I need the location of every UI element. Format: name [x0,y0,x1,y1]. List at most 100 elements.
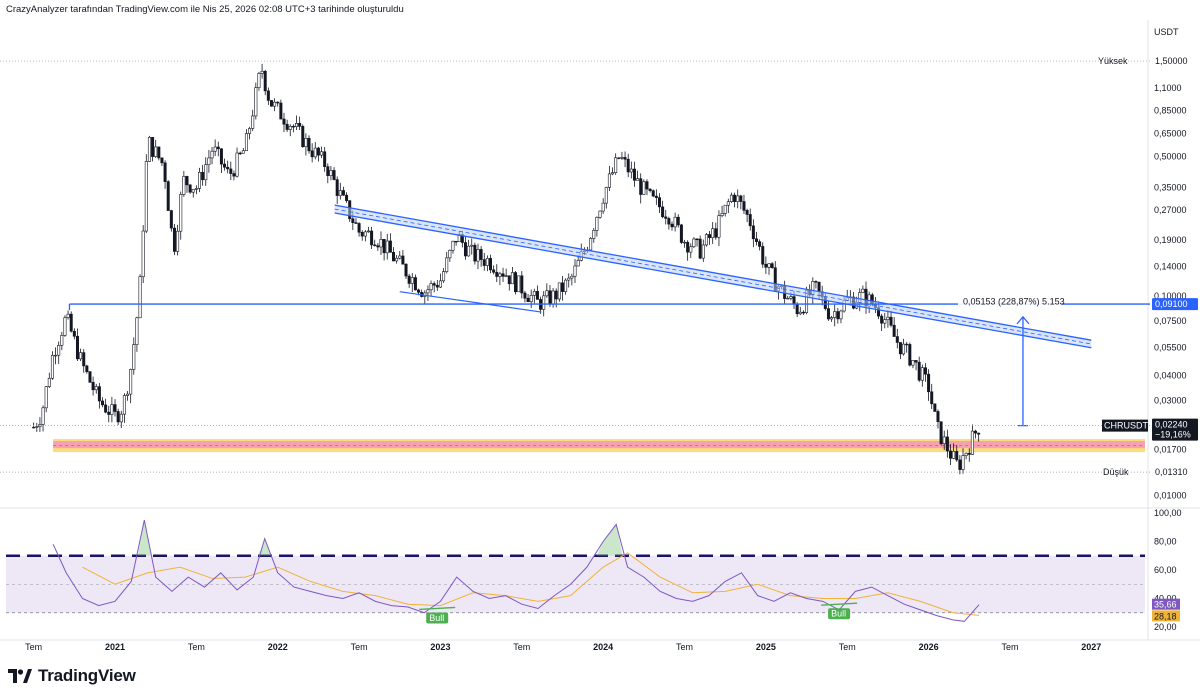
tradingview-logo[interactable]: TradingView [8,666,136,686]
candle-up [470,244,474,247]
high-label: Yüksek [1098,56,1128,66]
candle-down [554,290,558,300]
candle-up [60,335,64,346]
rsi-tick-label: 40,00 [1154,594,1177,604]
candle-up [41,407,45,425]
candle-down [97,386,101,402]
support-zone-layer [53,438,1146,453]
candle-up [642,181,646,195]
price-tick-label: 0,07500 [1154,316,1187,326]
candle-up [557,282,561,300]
candle-down [795,303,799,315]
candle-up [35,426,39,428]
candle-down [160,157,164,164]
candle-up [786,297,790,300]
bull-label-bg [828,608,851,620]
candle-down [632,168,636,181]
bull-label: Bull [429,613,444,623]
candle-down [908,344,912,366]
time-tick-label: 2025 [756,642,776,652]
chart-canvas[interactable]: 0,05153 (228,87%) 5.153 USDT 1,1000 0,8500… [0,0,1200,660]
candle-down [792,296,796,305]
candle-up [94,386,98,391]
candle-down [216,146,220,150]
candle-up [304,137,308,148]
candle-up [122,395,126,415]
candle-up [614,157,618,173]
candle-down [326,166,330,176]
rsi-ma-tag: 28,18 [1154,611,1177,621]
price-tick-label: 0,05500 [1154,343,1187,353]
measure-label-bg [958,293,1062,308]
candle-down [526,297,530,303]
candle-down [520,275,524,294]
candle-up [723,204,727,214]
channel-lower-line [334,212,1092,349]
candle-up [607,173,611,188]
gridlines [0,20,1200,641]
candles-layer [32,63,981,475]
candle-up [570,275,574,279]
candle-down [169,210,173,229]
candle-up [833,311,837,318]
candle-up [442,271,446,282]
bull-label: Bull [831,609,846,619]
candle-down [360,231,364,237]
candle-down [479,249,483,260]
time-tick-label: Tem [25,642,42,652]
candle-down [676,216,680,226]
candle-up [964,452,968,456]
price-tick-label: 0,01000 [1154,491,1187,501]
candle-up [952,451,956,459]
candle-down [279,102,283,120]
candle-down [895,336,899,343]
candle-down [623,157,627,160]
candle-down [116,411,120,423]
candle-up [767,263,771,268]
candle-down [923,367,927,375]
candle-up [63,317,67,336]
candle-up [692,238,696,248]
candle-down [751,225,755,240]
rsi-overbought-fill [137,520,151,556]
candle-up [589,238,593,251]
high-tag-bg [1152,55,1194,68]
candle-down [880,315,884,324]
candle-down [185,176,189,186]
time-tick-label: Tem [676,642,693,652]
candle-up [47,377,51,387]
price-tick-label: 0,27000 [1154,205,1187,215]
rsi-overbought-fill [596,524,623,556]
candle-down [739,195,743,202]
candle-up [942,436,946,444]
candle-up [689,246,693,253]
candle-down [238,152,242,155]
candle-up [673,216,677,228]
rsi-tick-label: 20,00 [1154,622,1177,632]
candle-down [351,218,355,223]
candle-up [426,289,430,294]
candle-down [435,284,439,288]
candle-up [110,404,114,415]
candle-up [194,188,198,190]
candle-up [517,275,521,293]
candle-up [57,344,61,356]
candle-up [119,413,123,423]
time-tick-label: 2026 [919,642,939,652]
candle-down [761,246,765,265]
candle-up [320,151,324,156]
candle-down [354,222,358,224]
candle-up [467,245,471,257]
price-tick-label: 0,85000 [1154,105,1187,115]
candle-down [626,158,630,173]
candle-down [742,201,746,211]
price-tick-label: 0,19000 [1154,235,1187,245]
candle-down [310,150,314,158]
time-tick-label: Tem [1001,642,1018,652]
candle-up [129,369,133,395]
candle-down [930,391,934,405]
candle-down [948,450,952,459]
candle-down [764,263,768,268]
price-tick-label: 0,14000 [1154,262,1187,272]
candle-down [714,228,718,238]
